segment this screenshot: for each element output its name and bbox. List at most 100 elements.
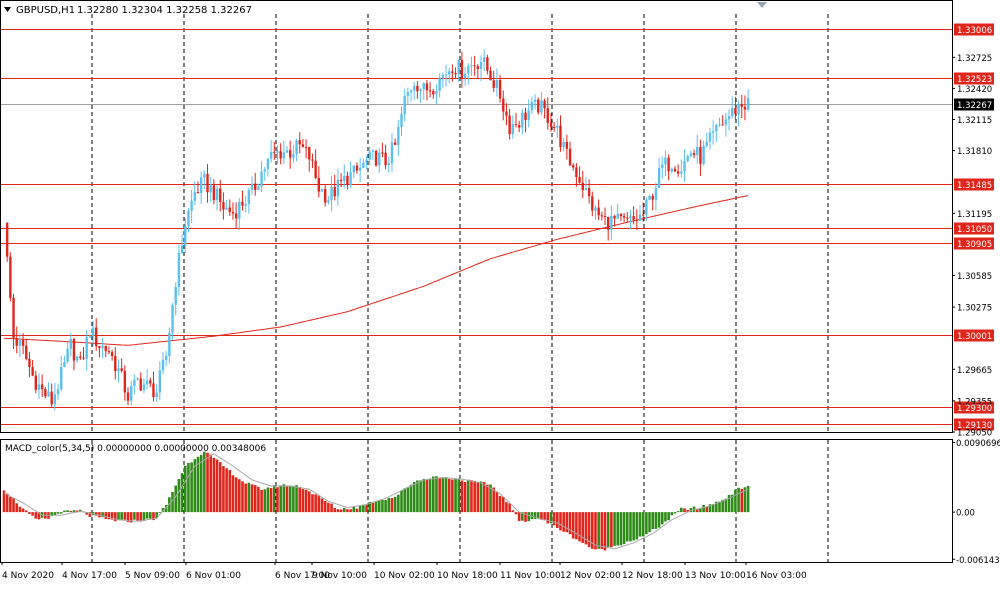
candle[interactable] <box>34 370 37 394</box>
candle[interactable] <box>492 70 495 93</box>
candle[interactable] <box>241 190 244 211</box>
candle[interactable] <box>31 360 34 377</box>
candle[interactable] <box>648 195 651 201</box>
candle[interactable] <box>164 351 168 367</box>
candle[interactable] <box>358 157 362 182</box>
candle[interactable] <box>731 96 734 119</box>
candle[interactable] <box>336 168 340 206</box>
candle[interactable] <box>95 318 98 351</box>
candle[interactable] <box>473 55 476 76</box>
candle[interactable] <box>578 166 581 184</box>
candle[interactable] <box>120 358 123 373</box>
candle[interactable] <box>584 176 588 191</box>
candle[interactable] <box>428 82 432 98</box>
candle[interactable] <box>82 347 85 361</box>
candle[interactable] <box>416 81 419 99</box>
candle[interactable] <box>311 153 314 169</box>
candle[interactable] <box>199 171 203 204</box>
candle[interactable] <box>629 209 632 230</box>
candle[interactable] <box>657 157 661 189</box>
candle[interactable] <box>374 149 378 167</box>
candle[interactable] <box>422 82 425 100</box>
candle[interactable] <box>40 374 44 397</box>
candle[interactable] <box>406 87 410 105</box>
candle[interactable] <box>457 59 460 83</box>
candle[interactable] <box>123 365 127 401</box>
candle[interactable] <box>543 98 546 119</box>
candle[interactable] <box>133 374 136 395</box>
candle[interactable] <box>187 208 190 233</box>
candle[interactable] <box>397 119 400 157</box>
candle[interactable] <box>225 200 228 210</box>
candle[interactable] <box>746 89 750 112</box>
candle[interactable] <box>597 199 600 221</box>
candle[interactable] <box>727 109 731 131</box>
candle[interactable] <box>556 118 559 139</box>
candle[interactable] <box>511 115 514 139</box>
candle[interactable] <box>285 146 289 154</box>
candle[interactable] <box>98 345 101 358</box>
candle[interactable] <box>63 355 66 368</box>
candle[interactable] <box>502 90 505 121</box>
candle[interactable] <box>667 154 670 181</box>
candle[interactable] <box>231 202 235 220</box>
candle[interactable] <box>171 303 174 341</box>
candle[interactable] <box>250 176 254 195</box>
candle[interactable] <box>5 222 9 262</box>
candle[interactable] <box>228 199 231 216</box>
candle[interactable] <box>266 158 270 177</box>
candle[interactable] <box>641 202 645 222</box>
candle[interactable] <box>537 97 540 115</box>
candle[interactable] <box>718 117 721 127</box>
horizontal-levels[interactable]: 1.33006 1.32523 1.31485 1.31050 1.30905 1.300… <box>0 23 994 432</box>
candle[interactable] <box>508 108 511 140</box>
candle[interactable] <box>591 191 594 217</box>
candle[interactable] <box>190 189 193 223</box>
candle[interactable] <box>740 94 743 119</box>
candle[interactable] <box>470 56 473 76</box>
candle[interactable] <box>530 96 534 115</box>
candle[interactable] <box>390 133 394 172</box>
candle[interactable] <box>308 146 311 172</box>
candle[interactable] <box>193 181 196 206</box>
candle[interactable] <box>448 67 451 84</box>
candle[interactable] <box>419 88 422 103</box>
triangle-down-icon[interactable] <box>4 7 11 12</box>
candle[interactable] <box>21 333 25 355</box>
candle[interactable] <box>581 170 584 199</box>
candle[interactable] <box>680 159 683 178</box>
candle[interactable] <box>400 106 403 136</box>
candle[interactable] <box>110 349 114 361</box>
candle[interactable] <box>654 182 658 211</box>
candle[interactable] <box>460 51 464 88</box>
candle[interactable] <box>476 64 480 80</box>
candle[interactable] <box>670 167 673 174</box>
candle[interactable] <box>323 185 327 207</box>
candle[interactable] <box>104 345 107 358</box>
candle[interactable] <box>444 64 448 87</box>
candle[interactable] <box>708 127 712 150</box>
candle[interactable] <box>524 107 527 133</box>
candle[interactable] <box>403 88 406 122</box>
candle[interactable] <box>304 139 308 159</box>
candle[interactable] <box>352 165 355 179</box>
candle[interactable] <box>575 163 578 187</box>
candle[interactable] <box>298 132 301 154</box>
candle[interactable] <box>53 382 57 411</box>
candle[interactable] <box>454 67 457 79</box>
candle[interactable] <box>514 113 518 128</box>
candle[interactable] <box>346 171 349 190</box>
candle[interactable] <box>209 177 212 202</box>
candle[interactable] <box>206 164 209 203</box>
candle[interactable] <box>75 355 79 363</box>
candle[interactable] <box>594 205 597 220</box>
candle[interactable] <box>254 172 257 196</box>
candle[interactable] <box>467 63 470 85</box>
candle[interactable] <box>521 109 524 135</box>
candle[interactable] <box>616 203 619 220</box>
candle[interactable] <box>257 183 260 191</box>
candle[interactable] <box>540 91 543 115</box>
candle[interactable] <box>368 146 371 166</box>
candle[interactable] <box>158 361 162 400</box>
